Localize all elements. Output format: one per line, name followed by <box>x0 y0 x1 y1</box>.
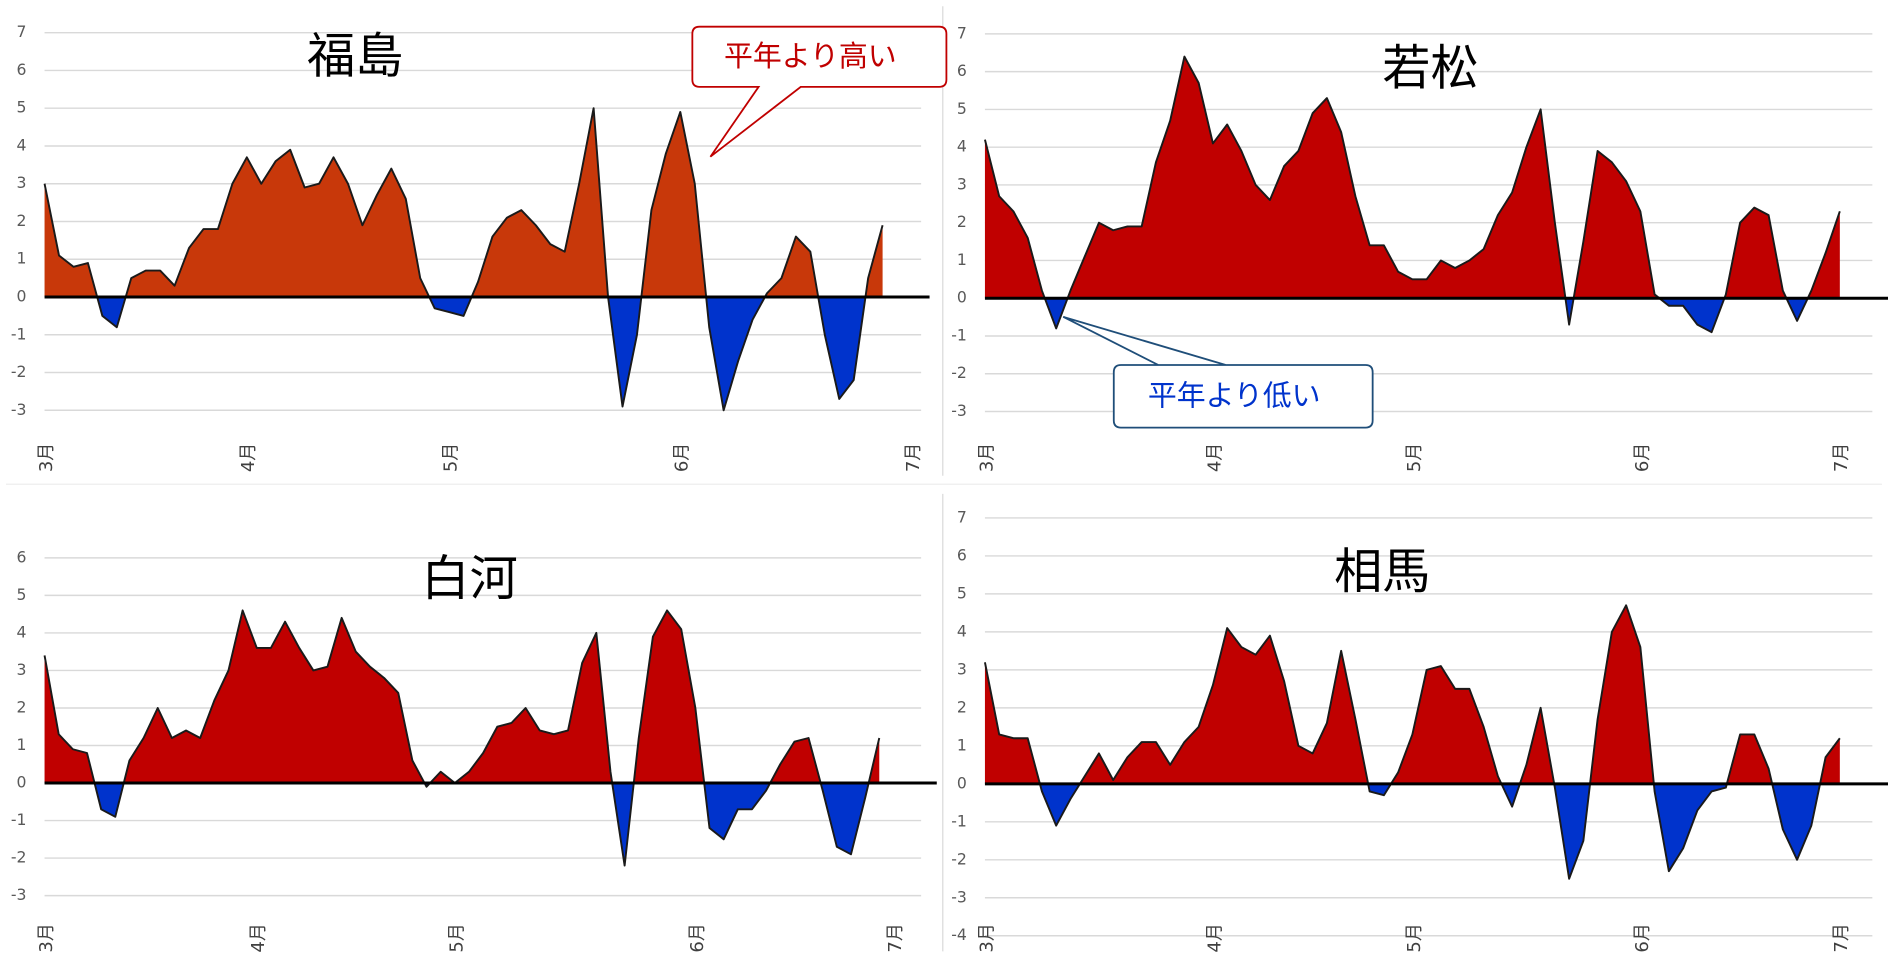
y-tick-label: 0 <box>17 287 27 306</box>
x-tick-label: 4月 <box>238 443 259 473</box>
y-tick-label: 2 <box>17 697 27 716</box>
y-tick-label: 0 <box>17 773 27 792</box>
plots: -3 -2 -1 0 1 2 3 4 5 6 7 3月 4月 5月 6月 7月 福島 -3 -2 -1 0 1 2 3 4 5 6 7… <box>11 22 1888 953</box>
x-tick-label: 5月 <box>1404 443 1425 473</box>
area-positive <box>44 108 883 298</box>
y-tick-label: 2 <box>957 212 967 231</box>
area-outline <box>983 604 1841 880</box>
y-tick-label: 3 <box>957 659 967 678</box>
y-tick-label: -1 <box>951 325 967 344</box>
x-tick-label: 3月 <box>976 923 997 953</box>
y-tick-label: -1 <box>11 810 27 829</box>
chart-title: 福島 <box>307 28 403 84</box>
y-tick-label: 6 <box>17 60 27 79</box>
y-tick-label: -1 <box>951 811 967 830</box>
chart: -3 -2 -1 0 1 2 3 4 5 6 7 3月 4月 5月 6月 7月 福島 <box>11 22 930 472</box>
annotation: 平年より低い <box>1148 379 1321 413</box>
area-outline <box>43 107 884 412</box>
y-tick-label: -2 <box>11 362 27 381</box>
x-tick-label: 4月 <box>248 923 269 953</box>
x-tick-label: 3月 <box>976 443 997 473</box>
callout-high: 平年より高い <box>691 25 948 158</box>
area-negative <box>984 783 1840 879</box>
y-tick-label: 1 <box>17 249 27 268</box>
y-tick-label: 7 <box>957 507 967 526</box>
callout-low: 平年より低い <box>1062 315 1374 429</box>
y-tick-label: 7 <box>957 23 967 42</box>
y-tick-label: -4 <box>951 925 967 944</box>
y-tick-label: 2 <box>957 697 967 716</box>
area-outline <box>984 55 1841 334</box>
y-tick-label: 5 <box>17 98 27 117</box>
chart: -3 -2 -1 0 1 2 3 4 5 6 3月 4月 5月 6月 7月 白河 <box>11 547 937 953</box>
y-tick-label: 6 <box>17 547 27 566</box>
x-tick-label: 5月 <box>1404 923 1425 953</box>
y-tick-label: 2 <box>17 211 27 230</box>
chart-title: 相馬 <box>1334 544 1430 600</box>
y-tick-label: -3 <box>951 887 967 906</box>
y-tick-label: 3 <box>17 173 27 192</box>
annotation: 平年より高い <box>724 39 897 73</box>
x-tick-label: 5月 <box>441 443 462 473</box>
y-tick-label: 4 <box>17 135 27 154</box>
y-tick-label: 1 <box>957 250 967 269</box>
y-tick-label: 4 <box>17 622 27 641</box>
x-tick-label: 5月 <box>446 923 467 953</box>
x-tick-label: 6月 <box>1632 923 1653 953</box>
y-tick-label: -3 <box>11 885 27 904</box>
y-tick-label: 0 <box>957 773 967 792</box>
x-tick-label: 7月 <box>903 443 924 473</box>
y-tick-label: 6 <box>957 61 967 80</box>
y-tick-label: 3 <box>17 660 27 679</box>
callout-box <box>1062 315 1374 429</box>
x-tick-label: 7月 <box>885 923 906 953</box>
x-tick-label: 3月 <box>36 443 57 473</box>
x-tick-label: 7月 <box>1831 923 1852 953</box>
x-tick-label: 6月 <box>687 923 708 953</box>
y-tick-label: 5 <box>957 99 967 118</box>
y-tick-label: 3 <box>957 174 967 193</box>
y-tick-label: 0 <box>957 288 967 307</box>
chart: -4 -3 -2 -1 0 1 2 3 4 5 6 7 3月 4月 5月 6月 7月 相馬 <box>951 507 1888 953</box>
y-tick-label: 1 <box>17 735 27 754</box>
area-positive <box>44 610 880 784</box>
area-positive <box>984 605 1840 784</box>
y-tick-label: -3 <box>11 400 27 419</box>
x-tick-label: 4月 <box>1204 923 1225 953</box>
callout-box <box>691 25 948 158</box>
y-tick-label: 6 <box>957 545 967 564</box>
area-outline <box>43 609 881 867</box>
y-tick-label: 5 <box>957 583 967 602</box>
y-tick-label: 4 <box>957 621 967 640</box>
y-tick-label: -2 <box>11 848 27 867</box>
x-tick-label: 7月 <box>1831 443 1852 473</box>
area-positive <box>984 56 1840 299</box>
chart-title: 若松 <box>1382 40 1478 96</box>
y-tick-label: 7 <box>17 22 27 41</box>
y-tick-label: -2 <box>951 849 967 868</box>
y-tick-label: -2 <box>951 363 967 382</box>
x-tick-label: 4月 <box>1204 443 1225 473</box>
chart: -3 -2 -1 0 1 2 3 4 5 6 7 3月 4月 5月 6月 7月 若松 <box>951 23 1888 472</box>
x-tick-label: 3月 <box>36 923 57 953</box>
y-tick-label: -3 <box>951 401 967 420</box>
y-tick-label: 1 <box>957 735 967 754</box>
x-tick-label: 6月 <box>672 443 693 473</box>
y-tick-label: 4 <box>957 137 967 156</box>
chart-title: 白河 <box>421 551 517 607</box>
y-tick-label: -1 <box>11 324 27 343</box>
area-negative <box>44 783 880 866</box>
x-tick-label: 6月 <box>1632 443 1653 473</box>
y-tick-label: 5 <box>17 585 27 604</box>
